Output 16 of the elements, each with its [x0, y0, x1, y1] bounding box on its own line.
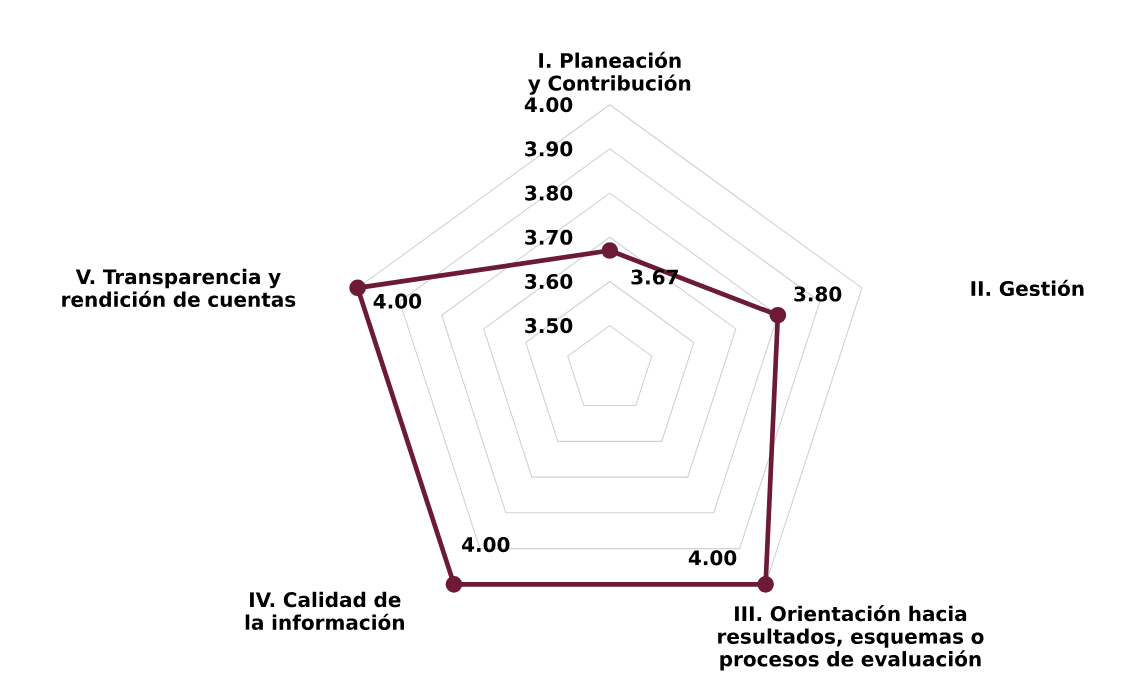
data-label: 4.00 [373, 293, 422, 309]
data-label: 3.80 [794, 286, 842, 302]
spoke-label: I. Planeación y Contribución [528, 51, 691, 95]
data-label: 3.67 [631, 269, 678, 285]
y-tick-label: 3.60 [525, 273, 573, 290]
spoke-label: II. Gestión [971, 279, 1084, 297]
spoke-label: III. Orientación hacia resultados, esquemas o procesos de evaluación [718, 604, 984, 671]
data-label: 4.00 [461, 537, 510, 553]
y-tick-label: 4.00 [524, 97, 573, 113]
data-label: 4.00 [688, 550, 737, 566]
y-tick-label: 3.80 [525, 185, 573, 201]
spoke-label: V. Transparencia y rendición de cuentas [62, 268, 296, 307]
y-tick-label: 3.90 [525, 141, 573, 157]
y-tick-label: 3.70 [525, 229, 573, 245]
y-tick-label: 3.50 [525, 318, 573, 334]
spoke-label: IV. Calidad de la información [245, 591, 404, 630]
